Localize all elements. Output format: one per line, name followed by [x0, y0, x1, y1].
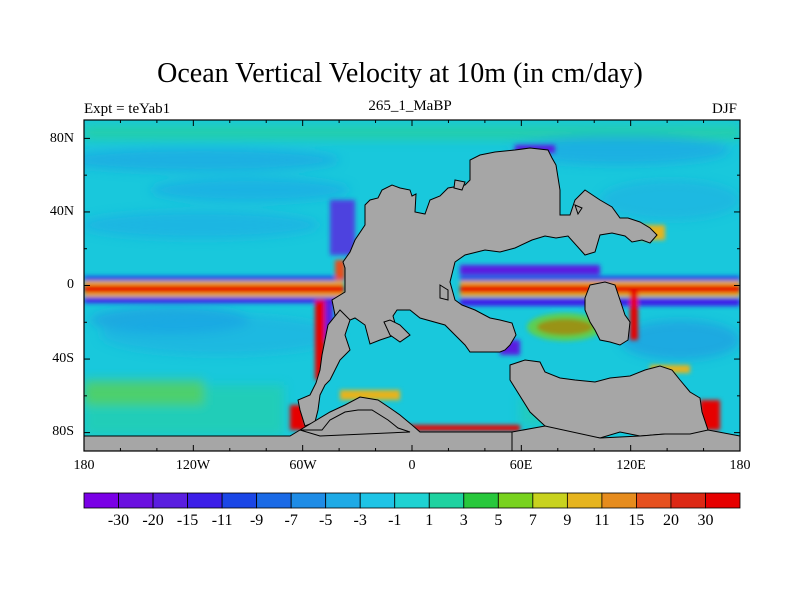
colorbar-swatch — [566, 492, 603, 509]
colorbar — [83, 492, 741, 509]
colorbar-swatch — [670, 492, 706, 509]
x-tick-label: 60W — [289, 458, 317, 473]
x-tick-label: 180 — [729, 458, 751, 473]
colorbar-swatch — [394, 492, 430, 509]
y-tick-label: 80N — [49, 131, 74, 146]
colorbar-label: -1 — [388, 512, 402, 529]
colorbar-label: -11 — [211, 512, 233, 529]
colorbar-swatch — [83, 492, 119, 509]
colorbar-swatch — [428, 492, 465, 509]
time-label: 265_1_MaBP — [368, 98, 452, 114]
colorbar-swatch — [152, 492, 188, 509]
colorbar-label: 9 — [563, 512, 572, 529]
colorbar-label: -15 — [176, 512, 199, 529]
x-tick-label: 180 — [73, 458, 95, 473]
velocity-field — [84, 120, 740, 451]
colorbar-label: 3 — [459, 512, 468, 529]
colorbar-swatch — [256, 492, 292, 509]
experiment-label: Expt = teYab1 — [84, 101, 171, 117]
y-tick-label: 80S — [52, 424, 74, 439]
colorbar-label: 7 — [528, 512, 537, 529]
colorbar-label: -5 — [319, 512, 333, 529]
colorbar-swatch — [325, 492, 361, 509]
colorbar-swatch — [636, 492, 672, 509]
colorbar-label: 5 — [494, 512, 503, 529]
colorbar-swatch — [497, 492, 534, 509]
colorbar-swatch — [221, 492, 258, 509]
colorbar-label: -7 — [284, 512, 298, 529]
season-label: DJF — [712, 101, 738, 117]
colorbar-swatch — [532, 492, 568, 509]
colorbar-label: 15 — [628, 512, 645, 529]
colorbar-swatch — [290, 492, 327, 509]
colorbar-label: -9 — [249, 512, 264, 529]
colorbar-swatch — [118, 492, 154, 509]
y-tick-label: 0 — [67, 277, 74, 292]
x-tick-label: 120W — [175, 458, 211, 473]
land-mass — [84, 147, 740, 451]
colorbar-swatch — [463, 492, 499, 509]
x-tick-label: 0 — [408, 458, 416, 473]
colorbar-label: 11 — [594, 512, 610, 529]
y-tick-label: 40S — [52, 351, 74, 366]
colorbar-label: 1 — [425, 512, 434, 529]
colorbar-label: 30 — [697, 512, 714, 529]
colorbar-swatch — [359, 492, 396, 509]
y-tick-label: 40N — [49, 204, 74, 219]
colorbar-swatch — [187, 492, 223, 509]
colorbar-label: -20 — [142, 512, 164, 529]
colorbar-label: -3 — [353, 512, 367, 529]
x-tick-label: 60E — [509, 458, 533, 473]
x-tick-label: 120E — [616, 458, 646, 473]
colorbar-swatch — [705, 492, 741, 509]
colorbar-label: -30 — [107, 512, 130, 529]
map-title: Ocean Vertical Velocity at 10m (in cm/da… — [157, 58, 643, 89]
colorbar-label: 20 — [662, 512, 679, 529]
colorbar-swatch — [601, 492, 637, 509]
